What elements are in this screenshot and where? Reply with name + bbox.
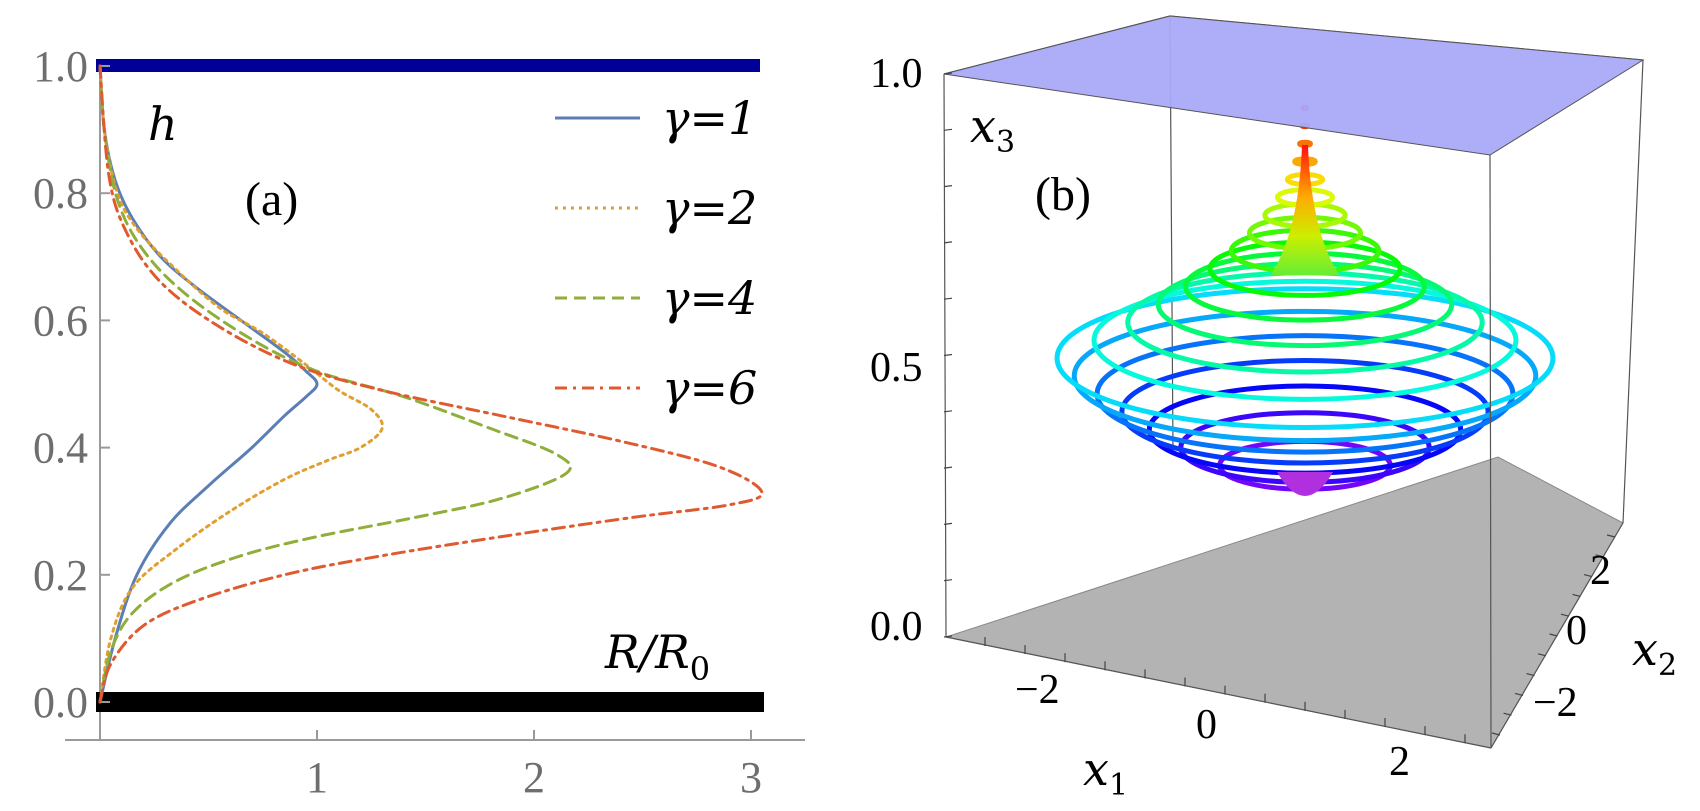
a-y-tick-label: 1.0: [33, 42, 88, 91]
b-x3-tick-mark: [943, 466, 953, 469]
a-legend-label-gamma-2: γ=2: [662, 181, 757, 235]
a-y-tick-label: 0.4: [33, 424, 88, 473]
b-x2-tick-1: 0: [1566, 608, 1587, 654]
a-x-tick-label: 3: [740, 753, 762, 802]
a-x-tick-label: 1: [306, 753, 328, 802]
b-x1-axis-label: x1: [1083, 742, 1128, 803]
a-y-ticks: 0.0 0.2 0.4 0.6 0.8 1.0: [33, 42, 110, 727]
b-tick-marks: [943, 72, 1616, 744]
top-plate: [96, 59, 760, 72]
b-x3-tick-mark: [943, 579, 953, 582]
surface-ring: [1297, 139, 1313, 148]
a-series-line-gamma-6: [98, 64, 764, 704]
a-legend-label-gamma-1: γ=1: [662, 91, 757, 145]
surface-ring: [1054, 286, 1556, 431]
b-x3-tick-mark: [943, 128, 953, 131]
b-x3-tick-mark: [943, 635, 953, 638]
b-x3-tick-mark: [943, 185, 953, 188]
b-x1-tick-1: 0: [1196, 702, 1217, 748]
b-x2-tick-mark: [1503, 712, 1512, 716]
b-x3-tick-mark: [943, 353, 953, 357]
surface-bottom-drop: [1277, 472, 1333, 496]
b-x3-tick-2: 1.0: [870, 51, 923, 97]
top-plane: [943, 15, 1645, 156]
surface-rings: [1054, 104, 1556, 496]
b-x1-tick-2: 2: [1389, 739, 1410, 785]
b-x2-tick-mark: [1572, 593, 1581, 597]
a-legend-label-gamma-4: γ=4: [662, 271, 757, 325]
b-x3-tick-mark: [943, 522, 953, 525]
b-x2-tick-mark: [1514, 692, 1524, 696]
surface-tip: [1271, 145, 1339, 275]
a-legend-label-gamma-6: γ=6: [662, 361, 757, 415]
b-x3-tick-mark: [943, 297, 953, 300]
b-x3-tick-mark: [943, 410, 953, 413]
b-x2-tick-mark: [1537, 653, 1547, 657]
b-x2-tick-mark: [1606, 534, 1616, 538]
b-x2-tick-mark: [1526, 673, 1535, 677]
b-x2-axis-label: x2: [1632, 622, 1677, 683]
surface-ring: [1119, 357, 1491, 466]
bottom-plate: [96, 692, 764, 712]
b-x3-axis-label: x3: [970, 99, 1015, 160]
a-x-axis-label: R/R0: [604, 625, 710, 688]
b-x2-tick-mark: [1491, 732, 1501, 736]
b-x2-tick-0: 2: [1590, 548, 1611, 594]
panel-a-line-chart: 0.0 0.2 0.4 0.6 0.8 1.0 1 2 3 h (a) R/R0 γ=1 γ=2…: [33, 42, 805, 802]
b-x3-tick-mark: [943, 72, 953, 75]
b-x2-tick-mark: [1595, 554, 1604, 558]
a-panel-label: (a): [245, 173, 298, 226]
a-legend: γ=1 γ=2 γ=4 γ=6: [555, 91, 757, 415]
a-y-tick-label: 0.2: [33, 551, 88, 600]
b-x2-tick-mark: [1583, 574, 1593, 578]
b-x2-tick-mark: [1549, 633, 1558, 637]
a-x-tick-label: 2: [523, 753, 545, 802]
b-panel-label: (b): [1035, 168, 1091, 221]
b-x3-tick-mark: [943, 241, 953, 244]
a-series-line-gamma-4: [98, 64, 572, 704]
a-x-ticks: 1 2 3: [306, 730, 762, 802]
surface-ring: [1091, 278, 1519, 402]
a-series-line-gamma-1: [98, 64, 319, 704]
a-y-tick-label: 0.8: [33, 169, 88, 218]
b-x1-tick-0: −2: [1015, 667, 1060, 713]
a-series-group: [98, 64, 764, 704]
panel-b-3d-surface: 0.0 0.5 1.0 −2 0 2 2 0 −2 x3 x1 x2 (b): [870, 15, 1677, 803]
a-y-tick-label: 0.6: [33, 296, 88, 345]
a-series-line-gamma-2: [98, 64, 384, 704]
a-y-tick-label: 0.0: [33, 678, 88, 727]
b-x2-tick-2: −2: [1533, 680, 1578, 726]
b-x3-tick-0: 0.0: [870, 604, 923, 650]
b-x3-tick-1: 0.5: [870, 345, 923, 391]
a-y-axis-label: h: [148, 97, 178, 151]
b-x2-tick-mark: [1560, 613, 1570, 617]
surface-ring: [1071, 308, 1539, 444]
